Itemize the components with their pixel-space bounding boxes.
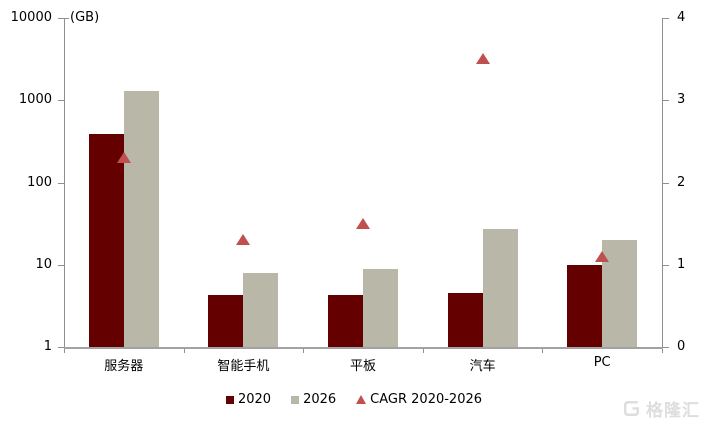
right-axis-tick-label: 4 xyxy=(677,10,686,25)
category-label-2: 智能手机 xyxy=(217,359,270,374)
right-axis-tick xyxy=(663,182,669,184)
bottom-axis-tick xyxy=(662,349,663,353)
legend-swatch-2020 xyxy=(225,395,234,404)
legend-label-2020: 2020 xyxy=(237,392,272,407)
bar-2020-4 xyxy=(447,293,483,347)
unit-label: (GB) xyxy=(70,10,100,25)
bar-2020-3 xyxy=(328,294,363,347)
right-axis-tick-label: 3 xyxy=(677,92,686,108)
legend-label-cagr: CAGR 2020-2026 xyxy=(370,392,483,407)
cagr-marker-2 xyxy=(236,234,251,246)
left-axis-tick xyxy=(58,182,64,184)
right-axis-tick-label: 2 xyxy=(677,174,686,190)
cagr-marker-5 xyxy=(595,250,610,262)
bottom-axis-tick xyxy=(183,349,185,353)
right-axis-tick xyxy=(663,18,669,19)
left-axis-tick xyxy=(58,100,64,102)
right-axis-tick xyxy=(663,100,669,102)
bar-2026-4 xyxy=(482,229,518,347)
bottom-axis-tick xyxy=(422,349,424,353)
category-label-3: 平板 xyxy=(349,359,376,374)
bar-2020-5 xyxy=(567,264,603,347)
cagr-marker-4 xyxy=(475,53,490,65)
right-axis-tick xyxy=(663,347,669,348)
legend-label-2026: 2026 xyxy=(303,392,337,407)
left-axis-tick-label: 1000 xyxy=(18,92,52,108)
watermark-logo: 格隆汇 xyxy=(621,396,700,421)
left-axis-tick-label: 100 xyxy=(27,174,52,190)
gelonghui-g-icon xyxy=(623,400,640,417)
bottom-axis-tick xyxy=(303,349,305,353)
bar-2026-3 xyxy=(363,268,398,347)
left-axis-tick-label: 10000 xyxy=(10,10,52,25)
bar-2020-2 xyxy=(208,294,244,347)
right-axis-tick xyxy=(663,264,669,266)
left-axis-top-tick xyxy=(64,18,69,19)
legend-triangle-icon xyxy=(356,395,367,404)
left-axis-tick xyxy=(58,264,64,266)
right-axis-line xyxy=(662,18,663,347)
watermark-text: 格隆汇 xyxy=(646,401,700,421)
legend-item-cagr: CAGR 2020-2026 xyxy=(356,392,482,407)
category-label-4: 汽车 xyxy=(469,359,496,374)
bottom-axis-tick xyxy=(64,349,65,353)
left-axis-tick xyxy=(58,18,64,19)
cagr-marker-3 xyxy=(356,217,370,229)
left-axis-tick xyxy=(58,347,64,348)
left-axis-line xyxy=(64,18,65,347)
bottom-axis-line xyxy=(64,347,663,349)
category-label-1: 服务器 xyxy=(104,359,144,374)
left-axis-tick-label: 1 xyxy=(43,339,52,354)
right-axis-tick-label: 1 xyxy=(677,256,686,272)
bar-2026-2 xyxy=(243,272,279,347)
bottom-axis-tick xyxy=(542,349,544,353)
left-axis-tick-label: 10 xyxy=(35,256,52,272)
right-axis-tick-label: 0 xyxy=(677,339,686,354)
legend-item-2020: 2020 xyxy=(225,392,272,407)
bar-2020-1 xyxy=(88,133,124,347)
bar-2026-1 xyxy=(123,90,159,347)
cagr-marker-1 xyxy=(116,151,131,163)
chart-legend: 2020 2026 CAGR 2020-2026 xyxy=(0,392,708,407)
legend-item-2026: 2026 xyxy=(291,392,336,407)
category-label-5: PC xyxy=(593,355,611,370)
legend-swatch-2026 xyxy=(291,395,300,404)
